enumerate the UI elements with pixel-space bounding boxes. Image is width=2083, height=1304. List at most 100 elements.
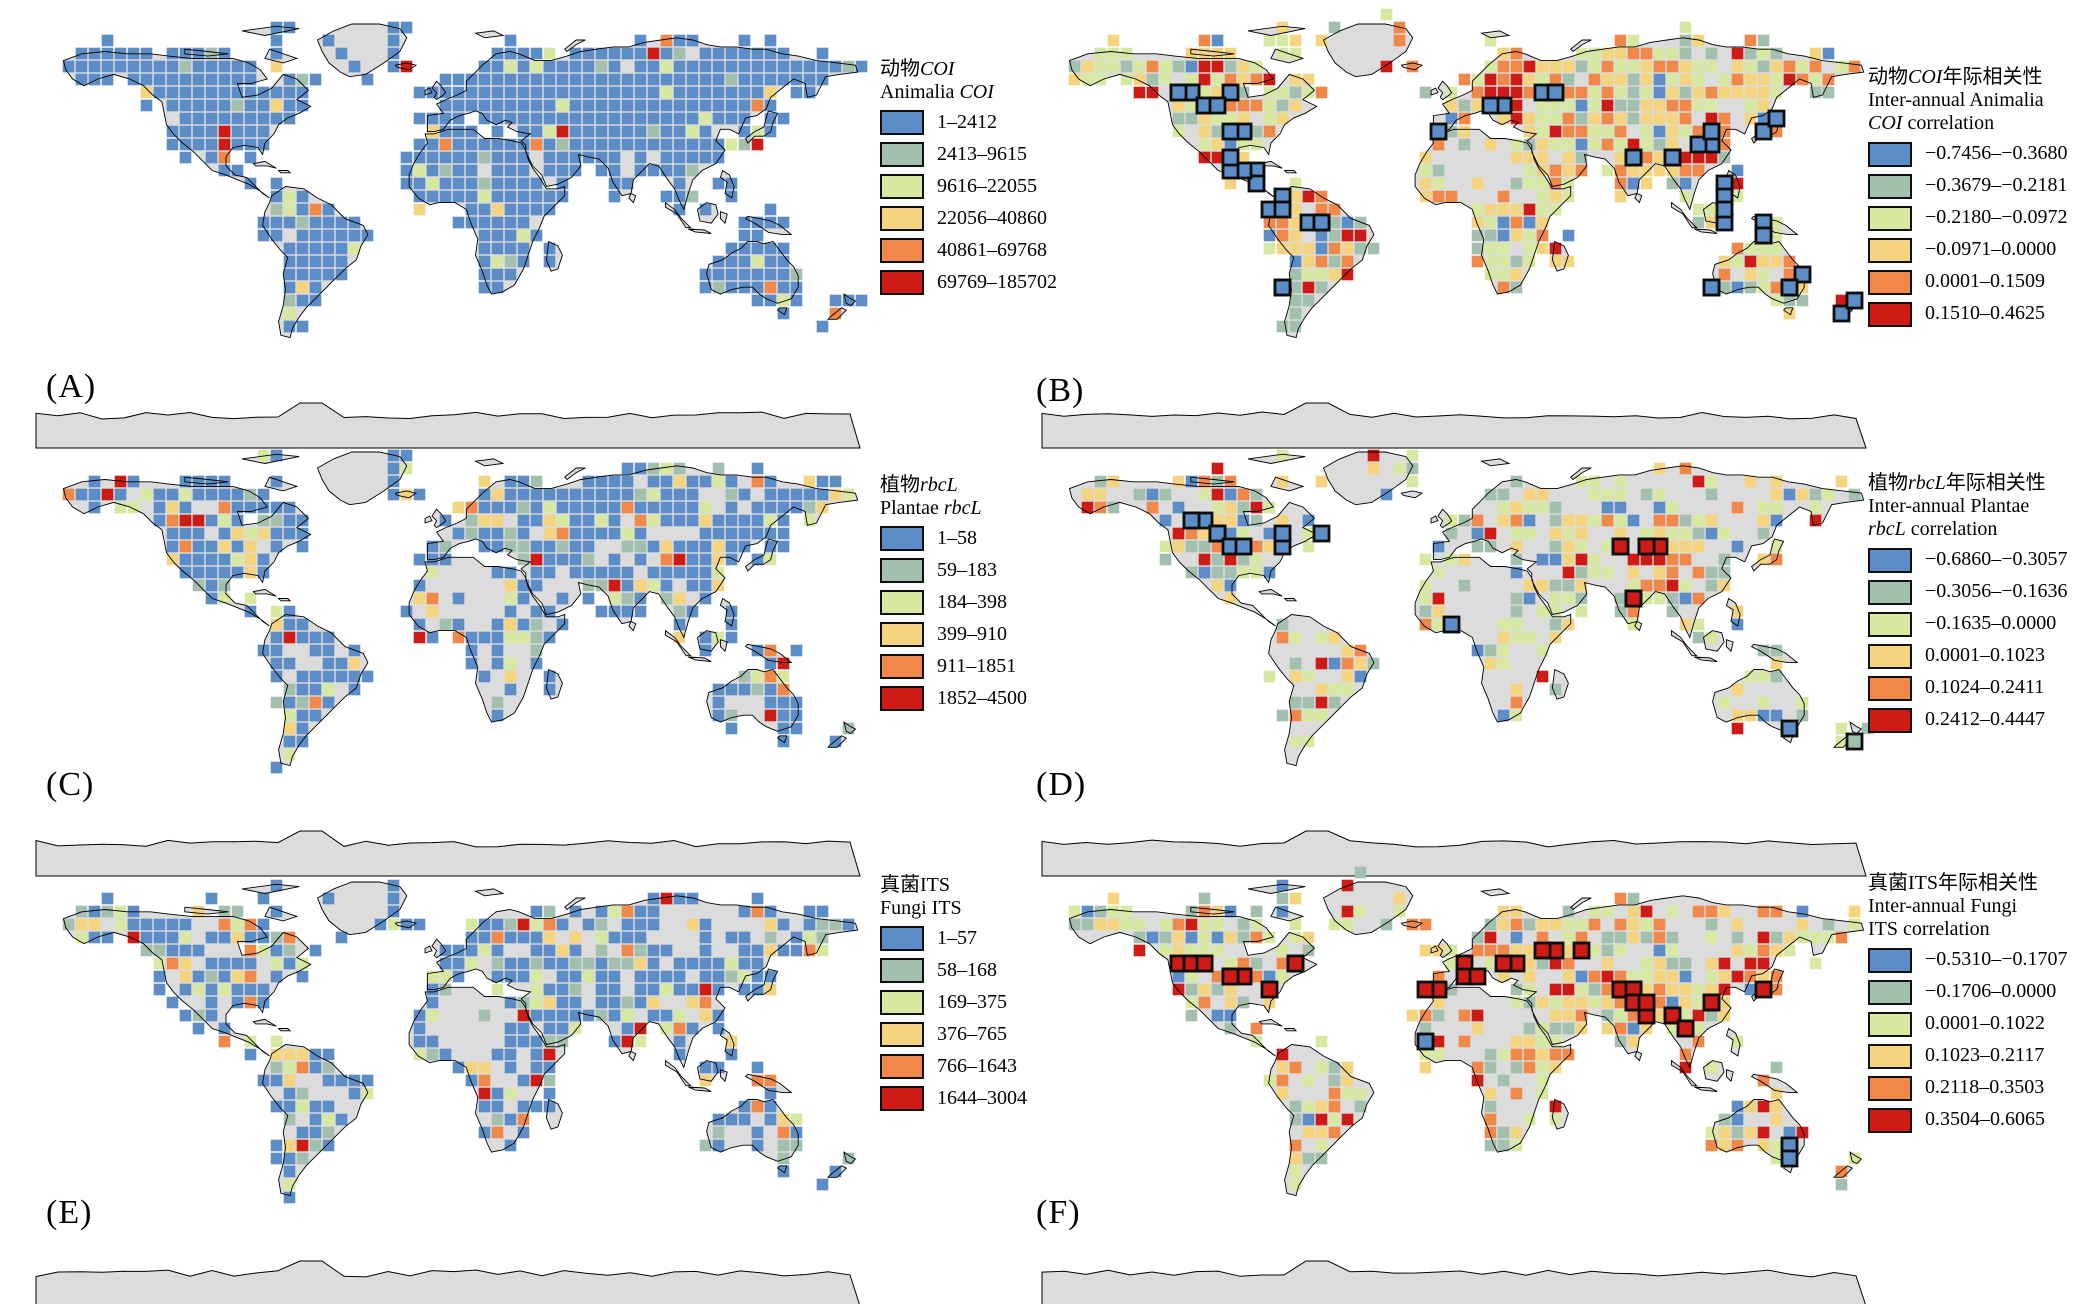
- legend-swatch: [1868, 141, 1912, 167]
- legend-item: 59–183: [880, 558, 1027, 584]
- world-map-animalia-coi: [35, 21, 868, 449]
- antarctica-strip: [35, 402, 861, 449]
- significant-cells: [1169, 83, 1864, 323]
- legend-item: 399–910: [880, 622, 1027, 648]
- legend-swatch: [1868, 1107, 1912, 1133]
- legend-item: 1–2412: [880, 110, 1057, 136]
- legend-title-segment: rbcL: [1908, 472, 1946, 494]
- legend-class-label: 766–1643: [937, 1055, 1017, 1078]
- legend-item: 40861–69768: [880, 238, 1057, 264]
- antarctica-strip: [35, 1260, 860, 1304]
- legend-class-label: 1644–3004: [937, 1087, 1027, 1110]
- legend-title-segment: 年际相关性: [1942, 66, 2043, 88]
- legend-items: 1–58 59–183 184–398 399–910 911–1851 1852–450…: [880, 526, 1027, 712]
- legend-title: 真菌ITS Fungi ITS: [880, 874, 1027, 920]
- landmass: [1069, 452, 1864, 766]
- legend-title: 真菌ITS年际相关性 Inter-annual Fungi ITS correlat…: [1868, 872, 2068, 942]
- legend-class-label: 0.0001–0.1023: [1925, 644, 2045, 667]
- legend-title-segment: 动物: [880, 58, 920, 80]
- legend-title-segment: Inter-annual Animalia: [1868, 89, 2044, 112]
- legend-class-label: 169–375: [937, 991, 1007, 1014]
- legend-class-label: 40861–69768: [937, 239, 1047, 262]
- legend-swatch: [1868, 1011, 1912, 1037]
- legend-class-label: −0.0971–0.0000: [1925, 238, 2057, 261]
- legend-title-segment: Inter-annual Plantae: [1868, 495, 2030, 518]
- legend-class-label: −0.6860–−0.3057: [1925, 548, 2068, 571]
- panel-label-d: (D): [1036, 766, 1087, 803]
- legend-item: 22056–40860: [880, 206, 1057, 232]
- legend-class-label: 9616–22055: [937, 175, 1037, 198]
- legend-swatch: [1868, 643, 1912, 669]
- legend-item: 376–765: [880, 1022, 1027, 1048]
- legend-swatch: [880, 622, 924, 648]
- antarctica-strip: [1041, 1260, 1866, 1304]
- panel-label-f: (F): [1036, 1194, 1081, 1231]
- legend-title-segment: rbcL: [1868, 518, 1906, 541]
- legend-class-label: −0.2180–−0.0972: [1925, 206, 2068, 229]
- legend-class-label: 0.1024–0.2411: [1925, 676, 2045, 699]
- legend-class-label: 2413–9615: [937, 143, 1027, 166]
- legend-class-label: 59–183: [937, 559, 997, 582]
- legend-swatch: [880, 270, 924, 296]
- legend-title-segment: rbcL: [920, 474, 958, 496]
- legend-class-label: 0.0001–0.1022: [1925, 1012, 2045, 1035]
- legend-title-segment: 植物: [880, 474, 920, 496]
- legend-class-label: 0.1023–0.2117: [1925, 1044, 2045, 1067]
- legend-title-segment: correlation: [1905, 518, 1998, 541]
- legend-title-segment: ITS correlation: [1868, 918, 1990, 941]
- legend-animalia-coi: 动物COI Animalia COI 1–2412 2413–9615 9616–22…: [880, 58, 1057, 302]
- legend-title-segment: COI: [1868, 112, 1903, 135]
- legend-title-segment: 植物: [1868, 472, 1908, 494]
- legend-class-label: 399–910: [937, 623, 1007, 646]
- legend-title-segment: COI: [959, 81, 994, 104]
- coastline: [1068, 881, 1865, 1197]
- legend-class-label: 1852–4500: [937, 687, 1027, 710]
- legend-class-label: −0.1706–0.0000: [1925, 980, 2057, 1003]
- legend-class-label: 1–58: [937, 527, 977, 550]
- legend-item: 1852–4500: [880, 686, 1027, 712]
- legend-class-label: 69769–185702: [937, 271, 1057, 294]
- grid-cells: [62, 879, 855, 1204]
- legend-swatch: [880, 110, 924, 136]
- legend-item: −0.3679–−0.2181: [1868, 173, 2068, 199]
- world-map-animalia-coi-correlation: [1041, 8, 1867, 449]
- legend-swatch: [1868, 237, 1912, 263]
- coastline: [62, 881, 859, 1197]
- panel-label-c: (C): [46, 766, 95, 803]
- legend-swatch: [880, 686, 924, 712]
- panel-c: (C) 植物rbcL Plantae rbcL 1–58 59–183 184–398…: [0, 428, 1041, 877]
- legend-swatch: [1868, 707, 1912, 733]
- legend-class-label: 0.2118–0.3503: [1925, 1076, 2045, 1099]
- legend-class-label: 0.3504–0.6065: [1925, 1108, 2045, 1131]
- legend-swatch: [880, 526, 924, 552]
- legend-title-segment: 真菌ITS年际相关性: [1868, 872, 2038, 894]
- legend-item: 69769–185702: [880, 270, 1057, 296]
- legend-class-label: 0.2412–0.4447: [1925, 708, 2045, 731]
- legend-item: 0.0001–0.1022: [1868, 1011, 2068, 1037]
- panel-label-a: (A): [46, 368, 97, 405]
- legend-items: 1–57 58–168 169–375 376–765 766–1643 1644–300…: [880, 926, 1027, 1112]
- legend-swatch: [880, 654, 924, 680]
- legend-plantae-rbcl-correlation: 植物rbcL年际相关性 Inter-annual Plantae rbcL corr…: [1868, 472, 2068, 740]
- legend-item: −0.3056–−0.1636: [1868, 579, 2068, 605]
- legend-item: 0.0001–0.1023: [1868, 643, 2068, 669]
- coastline: [1068, 451, 1865, 767]
- legend-item: 0.2118–0.3503: [1868, 1075, 2068, 1101]
- legend-class-label: 22056–40860: [937, 207, 1047, 230]
- legend-title: 植物rbcL Plantae rbcL: [880, 474, 1027, 520]
- legend-item: 9616–22055: [880, 174, 1057, 200]
- legend-item: 169–375: [880, 990, 1027, 1016]
- legend-item: 911–1851: [880, 654, 1027, 680]
- panel-b: (B) 动物COI年际相关性 Inter-annual Animalia COI c…: [1036, 0, 2083, 449]
- legend-swatch: [1868, 675, 1912, 701]
- legend-title-segment: COI: [920, 58, 955, 80]
- legend-swatch: [880, 1086, 924, 1112]
- legend-fungi-its-correlation: 真菌ITS年际相关性 Inter-annual Fungi ITS correlat…: [1868, 872, 2068, 1140]
- antarctica-strip: [1041, 402, 1867, 449]
- legend-swatch: [880, 1022, 924, 1048]
- legend-title-segment: correlation: [1902, 112, 1995, 135]
- legend-swatch: [1868, 547, 1912, 573]
- legend-item: 0.3504–0.6065: [1868, 1107, 2068, 1133]
- legend-item: −0.5310–−0.1707: [1868, 947, 2068, 973]
